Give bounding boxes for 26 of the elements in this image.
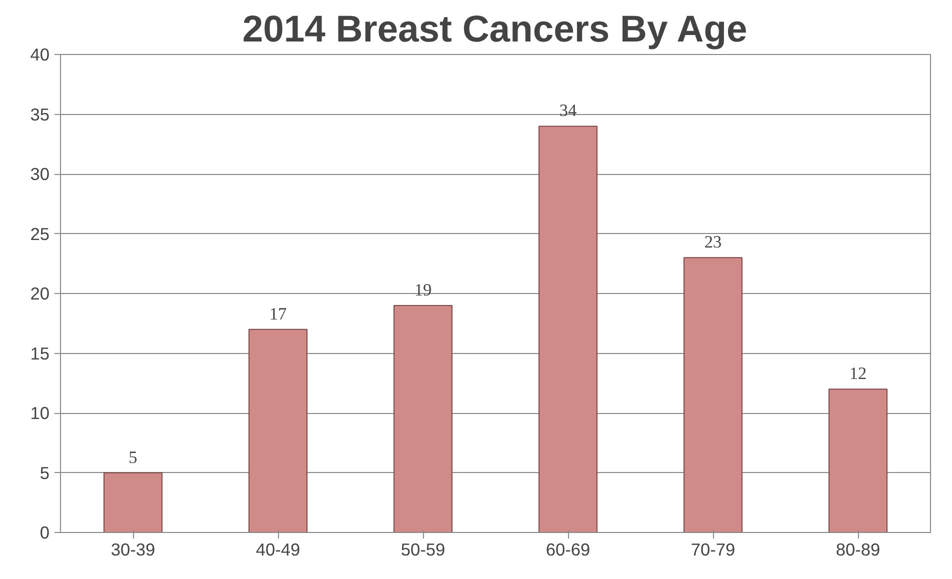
data-label: 12 <box>849 364 867 384</box>
data-label: 17 <box>269 304 287 324</box>
y-tick-label: 10 <box>30 403 50 423</box>
x-tick-label: 40-49 <box>256 540 300 560</box>
y-tick-label: 35 <box>30 104 50 124</box>
y-tick-label: 40 <box>30 44 50 64</box>
x-tick-label: 60-69 <box>546 540 590 560</box>
bar <box>248 328 308 532</box>
y-tick-label: 0 <box>40 522 50 542</box>
bar <box>538 126 598 532</box>
x-tick-label: 50-59 <box>400 540 446 560</box>
y-tick-label: 5 <box>40 462 50 483</box>
y-tick-label: 25 <box>30 224 50 244</box>
chart-title: 2014 Breast Cancers By Age <box>242 8 748 50</box>
x-tick-label: 70-79 <box>690 540 736 560</box>
y-tick-label: 30 <box>30 164 50 184</box>
y-tick-label: 15 <box>30 343 50 364</box>
data-label: 5 <box>128 448 138 467</box>
x-tick-label: 30-39 <box>110 540 156 560</box>
bar <box>104 472 162 532</box>
data-label: 23 <box>704 232 722 252</box>
y-tick-label: 20 <box>30 284 50 304</box>
bar <box>684 257 742 532</box>
x-tick-label: 80-89 <box>836 540 880 560</box>
bar <box>828 388 888 532</box>
bar <box>394 304 452 532</box>
